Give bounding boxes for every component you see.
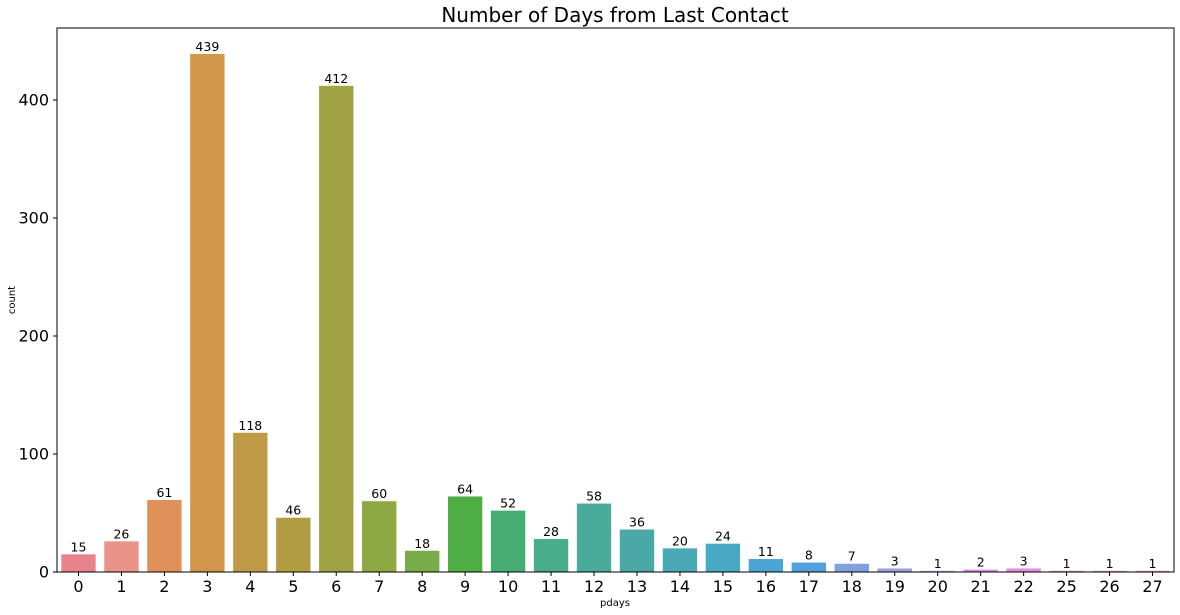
- chart-title: Number of Days from Last Contact: [441, 3, 788, 27]
- bar-value-label: 3: [891, 553, 899, 568]
- bar-5: [276, 517, 311, 572]
- y-tick-label: 0: [39, 563, 49, 582]
- bar-27: [1135, 570, 1170, 572]
- bar-value-label: 1: [1149, 556, 1157, 571]
- bar-2: [147, 500, 182, 572]
- x-tick-label: 1: [116, 577, 126, 596]
- bar-value-label: 28: [543, 524, 559, 539]
- bar-3: [190, 53, 225, 573]
- x-tick-label: 26: [1099, 577, 1119, 596]
- x-tick-label: 21: [970, 577, 990, 596]
- y-axis-label: count: [7, 286, 18, 314]
- y-tick-label: 100: [18, 444, 49, 463]
- bar-value-label: 439: [195, 39, 219, 54]
- bar-0: [61, 554, 96, 572]
- y-tick-label: 300: [18, 208, 49, 227]
- plot-area: 1502616124393118446541266071886495210281…: [18, 27, 1175, 596]
- bar-value-label: 20: [672, 533, 688, 548]
- bar-20: [920, 570, 955, 572]
- bar-value-label: 61: [156, 485, 172, 500]
- x-tick-label: 12: [584, 577, 604, 596]
- bar-11: [533, 538, 569, 572]
- x-tick-label: 3: [202, 577, 212, 596]
- bar-value-label: 15: [71, 539, 87, 554]
- x-tick-label: 6: [331, 577, 341, 596]
- bar-16: [748, 559, 784, 572]
- x-axis-label: pdays: [600, 598, 630, 609]
- bar-7: [362, 501, 397, 572]
- bar-value-label: 18: [414, 536, 430, 551]
- x-tick-label: 4: [245, 577, 255, 596]
- bar-12: [576, 503, 612, 572]
- bar-15: [705, 543, 741, 572]
- y-tick-label: 200: [18, 326, 49, 345]
- x-tick-label: 10: [498, 577, 518, 596]
- bar-18: [834, 563, 869, 572]
- bar-19: [877, 568, 912, 572]
- bar-25: [1049, 570, 1084, 572]
- x-tick-label: 7: [374, 577, 384, 596]
- bar-value-label: 26: [113, 526, 129, 541]
- bar-22: [1006, 568, 1041, 572]
- bar-value-label: 64: [457, 481, 473, 496]
- x-tick-label: 25: [1056, 577, 1076, 596]
- bar-value-label: 1: [1063, 556, 1071, 571]
- y-tick-label: 400: [18, 90, 49, 109]
- x-tick-label: 18: [842, 577, 862, 596]
- bar-value-label: 1: [934, 556, 942, 571]
- bar-4: [233, 432, 268, 572]
- bar-value-label: 36: [629, 515, 645, 530]
- x-tick-label: 11: [541, 577, 561, 596]
- plot-frame: [56, 27, 1175, 573]
- bar-value-label: 58: [586, 489, 602, 504]
- bar-26: [1092, 570, 1127, 572]
- bar-13: [619, 529, 655, 572]
- x-tick-label: 27: [1142, 577, 1162, 596]
- x-tick-label: 14: [670, 577, 690, 596]
- bar-9: [447, 496, 483, 572]
- bar-value-label: 60: [371, 486, 387, 501]
- bar-17: [791, 562, 827, 572]
- x-tick-label: 13: [627, 577, 647, 596]
- bar-value-label: 11: [758, 544, 774, 559]
- x-tick-label: 20: [928, 577, 948, 596]
- x-tick-label: 8: [417, 577, 427, 596]
- bar-value-label: 52: [500, 496, 516, 511]
- bar-6: [319, 85, 354, 572]
- x-tick-label: 9: [460, 577, 470, 596]
- bar-1: [104, 541, 139, 572]
- bar-value-label: 3: [1020, 553, 1028, 568]
- bar-value-label: 1: [1106, 556, 1114, 571]
- x-tick-label: 19: [885, 577, 905, 596]
- x-tick-label: 16: [756, 577, 776, 596]
- x-tick-label: 5: [288, 577, 298, 596]
- bar-value-label: 7: [848, 549, 856, 564]
- bar-value-label: 2: [977, 555, 985, 570]
- bar-value-label: 46: [285, 503, 301, 518]
- bar-14: [662, 548, 698, 572]
- x-tick-label: 17: [799, 577, 819, 596]
- bar-value-label: 8: [805, 548, 813, 563]
- x-tick-label: 15: [713, 577, 733, 596]
- bar-value-label: 412: [324, 71, 348, 86]
- bar-value-label: 24: [715, 529, 731, 544]
- bar-8: [404, 550, 440, 572]
- bar-10: [490, 510, 526, 572]
- x-tick-label: 22: [1013, 577, 1033, 596]
- bar-value-label: 118: [238, 418, 262, 433]
- x-tick-label: 2: [159, 577, 169, 596]
- bar-21: [963, 569, 998, 572]
- x-tick-label: 0: [73, 577, 83, 596]
